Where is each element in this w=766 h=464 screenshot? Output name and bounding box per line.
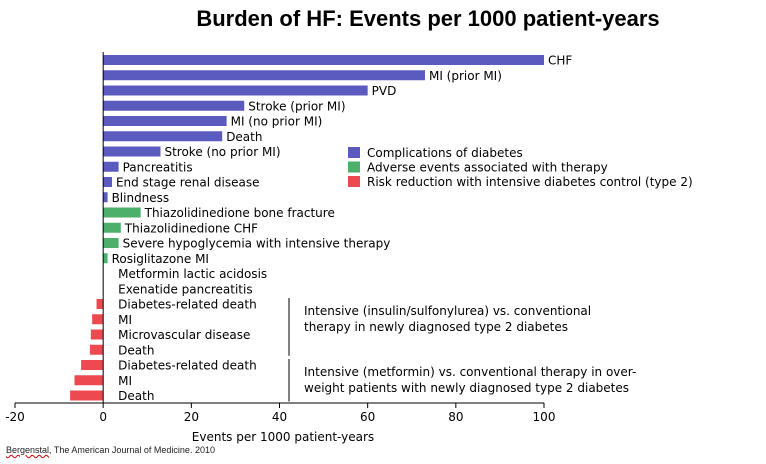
citation: Bergenstal, The American Journal of Medi… [6, 445, 215, 455]
category-label: Pancreatitis [123, 160, 193, 174]
annotation-text: weight patients with newly diagnosed typ… [304, 381, 629, 395]
chart-title: Burden of HF: Events per 1000 patient-ye… [196, 6, 660, 31]
category-label: Severe hypoglycemia with intensive thera… [123, 237, 391, 251]
category-label: PVD [372, 84, 397, 98]
bar [103, 192, 108, 203]
bar [70, 390, 104, 401]
bar [92, 314, 104, 325]
bar [103, 116, 227, 126]
category-label: Blindness [112, 191, 170, 205]
x-tick-label: 40 [272, 410, 287, 424]
category-label: Microvascular disease [118, 328, 250, 342]
legend-swatch [348, 147, 360, 158]
category-label: Diabetes-related death [118, 359, 257, 373]
x-tick-label: 100 [533, 410, 556, 424]
labels-layer: CHF MI (prior MI) PVD Stroke (prior MI) MI (… [112, 54, 573, 404]
category-label: Exenatide pancreatitis [118, 282, 252, 296]
bar [103, 70, 425, 81]
category-label: Metformin lactic acidosis [118, 267, 267, 281]
bar [90, 329, 104, 340]
x-tick-label: 60 [360, 410, 375, 424]
legend-label: Complications of diabetes [367, 146, 523, 160]
category-label: End stage renal disease [116, 176, 259, 190]
legend-label: Risk reduction with intensive diabetes c… [367, 175, 693, 189]
bar [89, 344, 104, 355]
category-label: MI [118, 313, 132, 327]
citation-author: Bergenstal [6, 445, 50, 455]
category-label: MI (no prior MI) [231, 115, 323, 129]
category-label: Stroke (prior MI) [248, 99, 345, 113]
category-label: Stroke (no prior MI) [164, 145, 280, 159]
bar [103, 161, 119, 172]
bar [103, 131, 223, 142]
bar [103, 207, 141, 218]
bar [103, 177, 112, 187]
x-tick-label: 20 [184, 410, 199, 424]
bar [103, 85, 368, 96]
bar [103, 146, 161, 157]
legend-swatch [348, 176, 360, 187]
legend-label: Adverse events associated with therapy [367, 161, 608, 175]
bar [103, 253, 108, 264]
category-label: Death [118, 389, 154, 403]
category-label: CHF [548, 54, 572, 68]
bar [81, 360, 104, 370]
bar [103, 100, 245, 111]
category-label: MI (prior MI) [429, 69, 502, 83]
annotations-layer: Intensive (insulin/sulfonylurea) vs. con… [288, 298, 636, 402]
x-axis-title: Events per 1000 patient-years [192, 430, 374, 444]
annotation-text: Intensive (metformin) vs. conventional t… [304, 365, 636, 379]
bar [74, 375, 104, 386]
category-label: Thiazolidinedione CHF [124, 221, 258, 235]
category-label: Death [226, 130, 262, 144]
category-label: Thiazolidinedione bone fracture [144, 206, 335, 220]
bar [103, 238, 119, 248]
annotation-text: Intensive (insulin/sulfonylurea) vs. con… [304, 304, 591, 318]
x-tick-label: 0 [99, 410, 107, 424]
x-tick-label: -20 [5, 410, 25, 424]
legend-swatch [348, 161, 360, 173]
bar [103, 55, 545, 65]
category-label: Death [118, 343, 154, 357]
citation-rest: , The American Journal of Medicine. 2010 [49, 445, 215, 455]
bars-layer [70, 55, 545, 401]
category-label: Rosiglitazone MI [112, 252, 209, 266]
annotation-text: therapy in newly diagnosed type 2 diabet… [304, 320, 568, 334]
bar [96, 299, 104, 309]
x-tick-label: 80 [448, 410, 463, 424]
category-label: MI [118, 374, 132, 388]
category-label: Diabetes-related death [118, 298, 257, 312]
axes-layer: -20 0 20 40 60 80 100 [5, 52, 555, 424]
bar [103, 222, 121, 233]
